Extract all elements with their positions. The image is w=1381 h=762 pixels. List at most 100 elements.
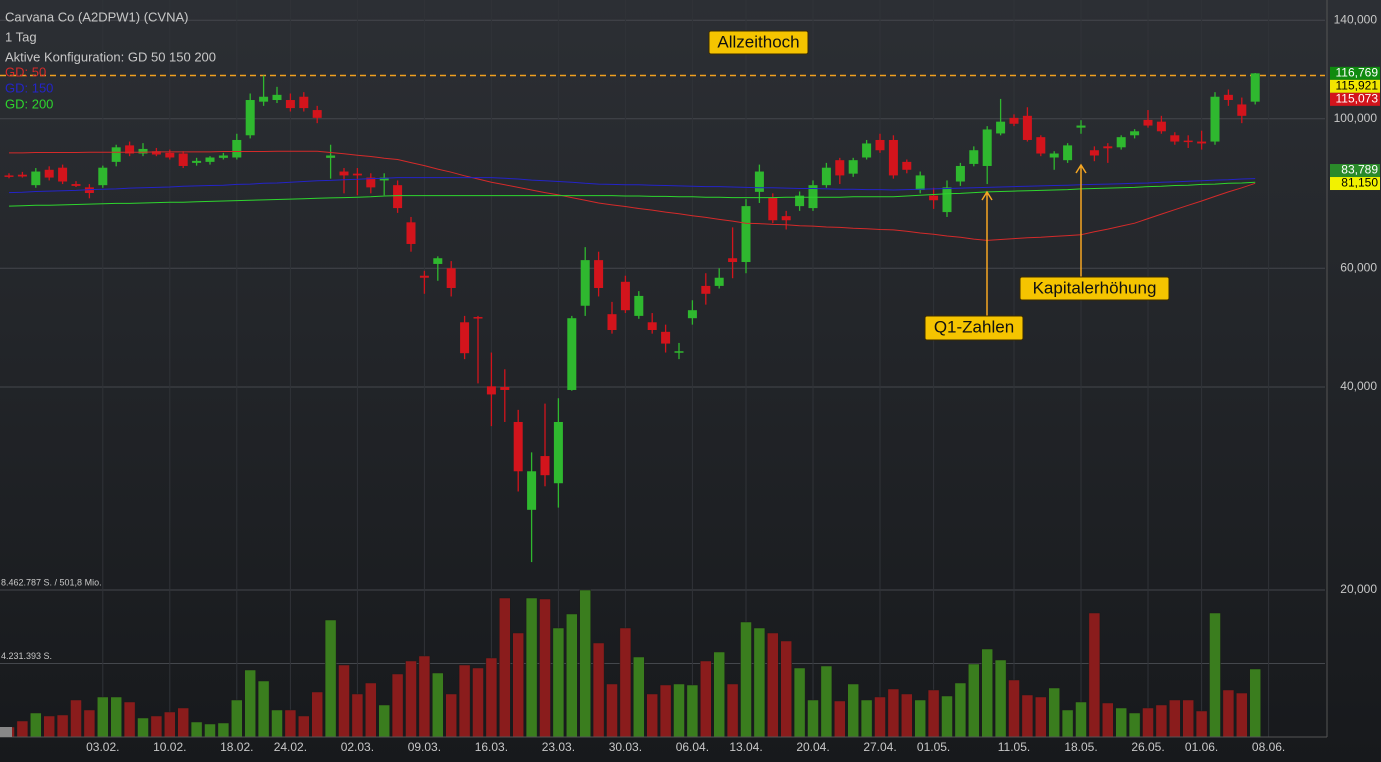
candle-body — [969, 150, 979, 164]
candle-body — [567, 318, 577, 390]
candle-body — [1089, 150, 1099, 156]
volume-bar — [820, 665, 833, 738]
x-tick-label: 23.03. — [542, 740, 575, 754]
volume-tick-label: 4.231.393 S. — [1, 651, 52, 661]
candle-body — [1237, 104, 1247, 116]
volume-bar — [646, 693, 658, 738]
y-tick-label: 100,000 — [1334, 111, 1378, 125]
candle-body — [540, 456, 550, 476]
volume-bar — [365, 682, 377, 738]
candle-body — [205, 157, 215, 162]
candle-body — [527, 471, 537, 510]
volume-bar — [311, 691, 323, 738]
x-tick-label: 13.04. — [729, 740, 762, 754]
candle-body — [902, 161, 912, 170]
volume-bar — [1102, 702, 1114, 738]
interval: 1 Tag — [5, 29, 37, 44]
volume-bar — [1155, 704, 1168, 738]
candle-body — [955, 165, 965, 182]
chart-title: Carvana Co (A2DPW1) (CVNA) — [5, 9, 189, 24]
volume-bar — [740, 621, 752, 738]
candle-body — [1063, 145, 1073, 161]
candle-body — [192, 160, 202, 163]
candle-body — [647, 322, 657, 331]
volume-bar — [847, 683, 859, 738]
moving-average — [8, 181, 1256, 207]
volume-bar — [271, 709, 283, 738]
x-tick-label: 08.06. — [1252, 740, 1285, 754]
volume-bar — [231, 699, 243, 738]
volume-bar — [633, 656, 645, 738]
x-tick-label: 09.03. — [408, 740, 441, 754]
x-tick-label: 18.05. — [1064, 740, 1097, 754]
candle-body — [218, 155, 228, 158]
candle-body — [580, 260, 590, 306]
annotation-text: Allzeithoch — [717, 32, 799, 51]
candle-body — [486, 386, 496, 395]
volume-bar — [525, 597, 538, 738]
candle-body — [299, 96, 309, 109]
candle-body — [232, 139, 242, 158]
x-tick-label: 11.05. — [998, 740, 1030, 754]
candle-body — [366, 177, 376, 188]
candle-body — [31, 171, 41, 186]
volume-bar — [860, 699, 873, 738]
marks — [0, 73, 1325, 738]
x-tick-label: 24.02. — [274, 740, 307, 754]
volume-bar — [110, 696, 122, 738]
y-tick-label: 140,000 — [1334, 12, 1378, 26]
volume-bar — [807, 699, 819, 738]
price-tag — [1330, 92, 1380, 106]
volume-bar — [1035, 696, 1047, 738]
legend-entry: GD: 200 — [5, 96, 53, 111]
candle-body — [821, 167, 831, 186]
price-tag-label: 115,073 — [1336, 92, 1379, 106]
candle-body — [875, 139, 885, 151]
volume-bar — [1061, 709, 1074, 738]
x-tick-label: 03.02. — [86, 740, 119, 754]
candle-body — [862, 143, 872, 158]
annotation-box — [708, 30, 809, 55]
price-tag-label: 115,921 — [1336, 79, 1379, 93]
candle-body — [165, 152, 175, 158]
volume-bar — [16, 720, 29, 738]
legend-entry: GD: 50 — [5, 64, 46, 79]
volume-bar — [164, 711, 176, 738]
candle-body — [272, 94, 282, 101]
volume-bar — [726, 683, 739, 738]
volume-bar — [338, 664, 350, 738]
candle-body — [1223, 94, 1233, 101]
candle-body — [661, 331, 671, 344]
candle-body — [607, 314, 617, 331]
volume-bar — [56, 714, 69, 738]
volume-bar — [150, 715, 163, 738]
volume-bar — [190, 721, 203, 738]
candle-body — [754, 171, 764, 192]
candle-body — [808, 185, 818, 209]
volume-bar — [284, 709, 297, 738]
candle-body — [125, 145, 135, 154]
candle-body — [741, 206, 751, 263]
volume-bar — [123, 701, 136, 738]
volume-bar — [1142, 707, 1154, 738]
volume-bar — [405, 660, 417, 738]
volume-bar — [954, 682, 967, 738]
volume-bar — [1115, 707, 1127, 738]
candle-body — [433, 258, 443, 264]
candle-body — [835, 160, 845, 176]
x-tick-label: 27.04. — [863, 740, 896, 754]
annotation: Kapitalerhöhung — [1019, 163, 1170, 301]
volume-bar — [472, 667, 484, 738]
candle-body — [446, 268, 456, 288]
volume-bar — [1195, 710, 1208, 738]
volume-bar — [686, 684, 699, 738]
volume-bar — [927, 689, 940, 738]
x-tick-label: 18.02. — [220, 740, 253, 754]
volume-bar — [298, 715, 310, 738]
volume-bar — [324, 619, 337, 738]
volume-bar — [244, 669, 256, 738]
candle-body — [701, 285, 711, 294]
candle-body — [245, 100, 255, 136]
candle-body — [942, 187, 952, 213]
